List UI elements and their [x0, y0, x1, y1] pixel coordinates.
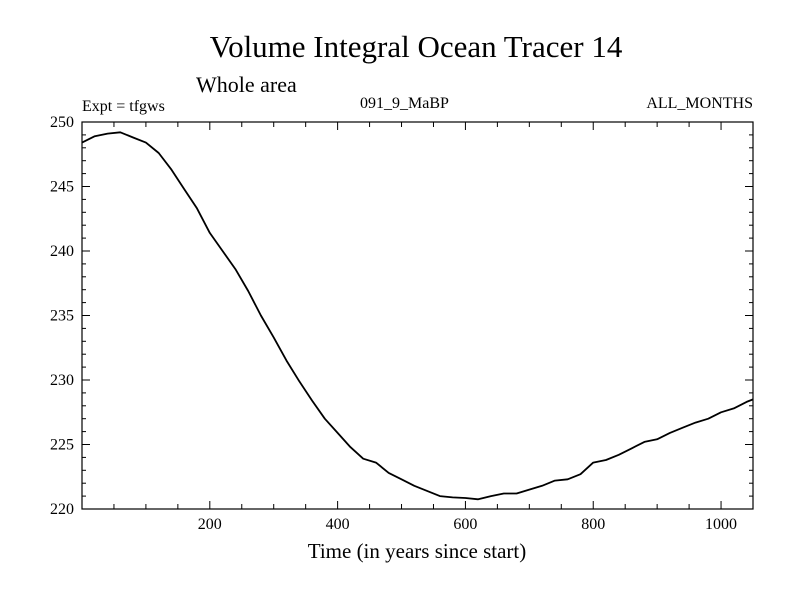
- plot-area: 200 400 600 800 1000 220 225 230 235 240 245 250: [50, 114, 754, 533]
- y-tick-label: 250: [50, 114, 74, 131]
- y-tick-label: 230: [50, 372, 74, 389]
- x-axis-label: Time (in years since start): [308, 539, 527, 563]
- chart-subtitle: Whole area: [196, 72, 297, 97]
- y-tick-label: 240: [50, 243, 74, 260]
- x-tick-label: 800: [581, 516, 605, 533]
- run-label: 091_9_MaBP: [360, 95, 449, 112]
- ticks: [82, 122, 753, 509]
- chart-title: Volume Integral Ocean Tracer 14: [210, 29, 623, 64]
- x-tick-label: 200: [198, 516, 222, 533]
- months-label: ALL_MONTHS: [646, 95, 753, 112]
- series-line: [81, 131, 754, 501]
- x-tick-label: 600: [453, 516, 477, 533]
- tick-labels: 200 400 600 800 1000 220 225 230 235 240 245 250: [50, 114, 737, 533]
- plot-frame: [81, 121, 754, 510]
- y-tick-label: 225: [50, 437, 74, 454]
- x-tick-label: 1000: [705, 516, 737, 533]
- experiment-label: Expt = tfgws: [82, 98, 165, 115]
- y-tick-label: 220: [50, 501, 74, 518]
- y-tick-label: 245: [50, 179, 74, 196]
- y-tick-label: 235: [50, 308, 74, 325]
- x-tick-label: 400: [326, 516, 350, 533]
